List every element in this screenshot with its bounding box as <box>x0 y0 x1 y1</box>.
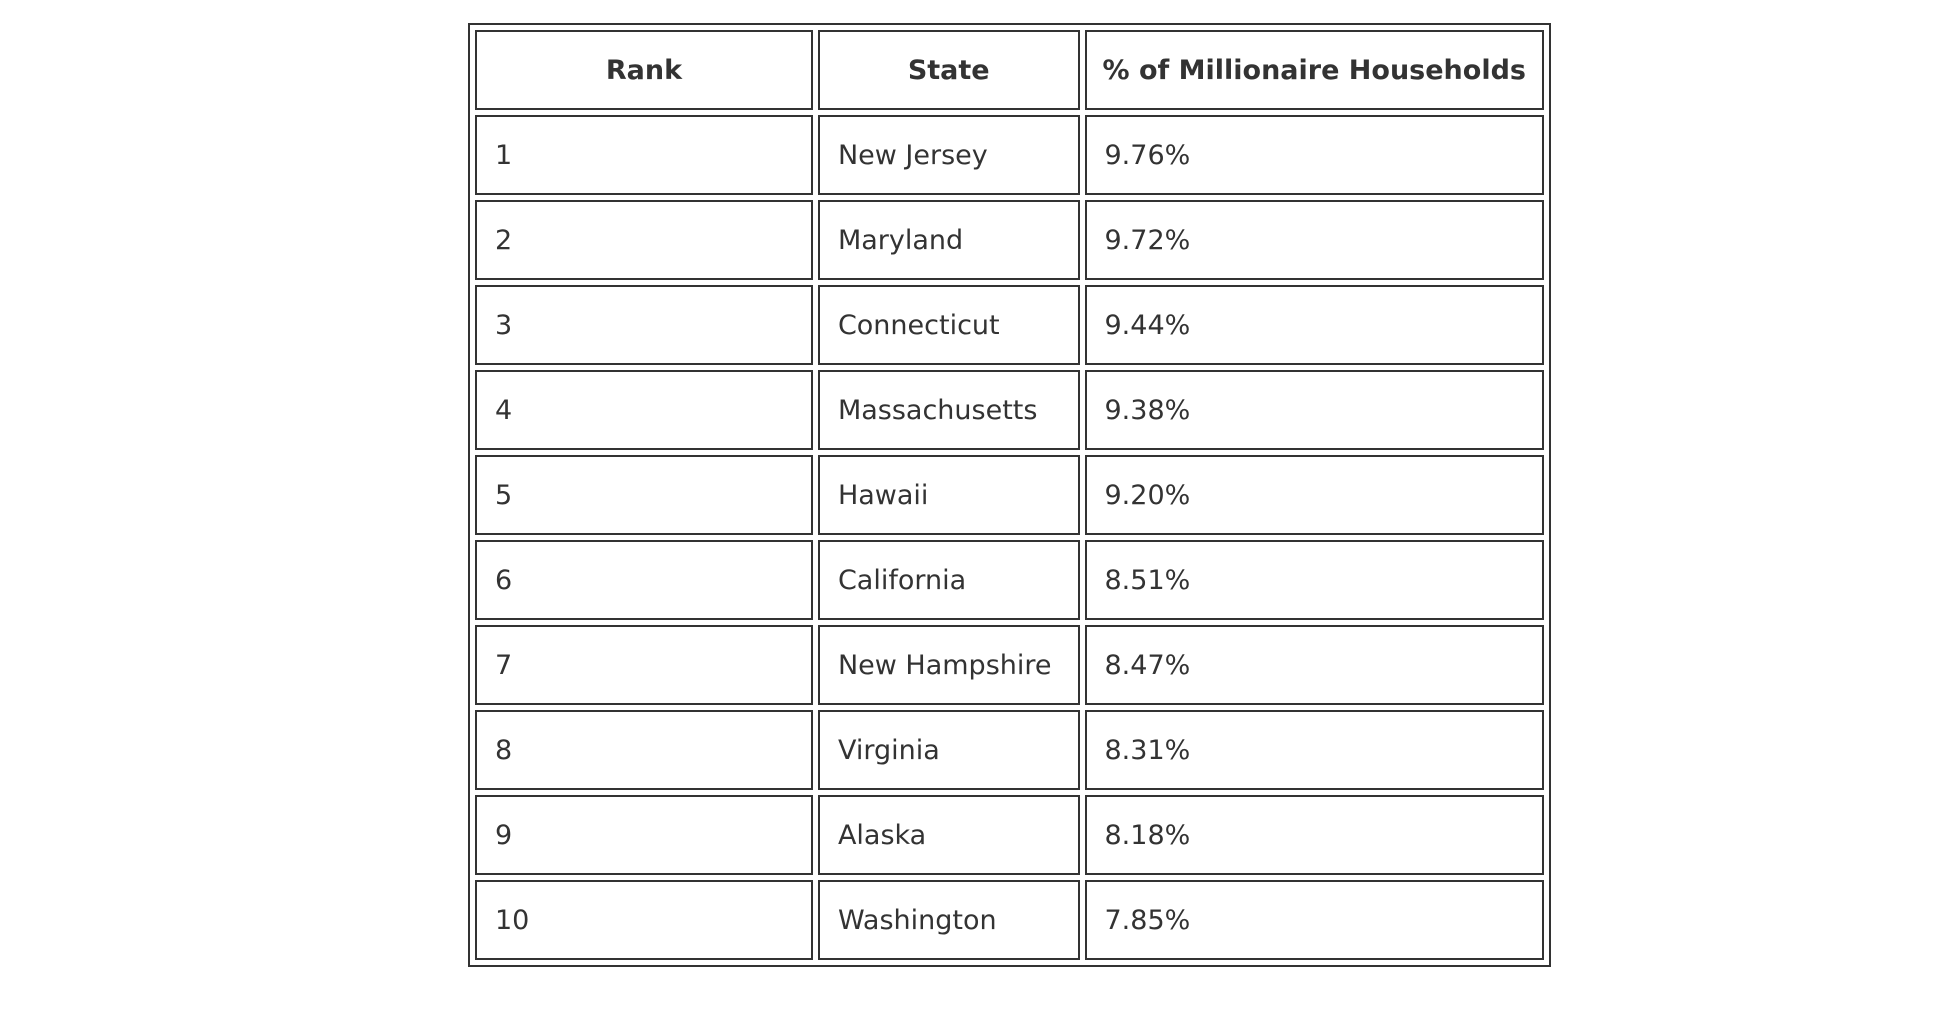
header-row: Rank State% of Millionaire Households <box>475 30 1544 110</box>
table-row: 1 New Jersey 9.76% <box>475 115 1544 195</box>
table-cell: Massachusetts <box>817 370 1080 450</box>
ranking-table: Rank State% of Millionaire Households 1 Ne… <box>468 23 1551 967</box>
table-cell: 5 <box>475 455 813 535</box>
table-cell: New Hampshire <box>817 625 1080 705</box>
table-body: 1 New Jersey 9.76% 2 Maryland 9.72% 3 Connectic… <box>475 115 1544 960</box>
table-cell: 4 <box>475 370 813 450</box>
table-row: 10 Washington 7.85% <box>475 880 1544 960</box>
table-row: 3 Connecticut 9.44% <box>475 285 1544 365</box>
table-row: 4 Massachusetts 9.38% <box>475 370 1544 450</box>
table-cell: 9.72% <box>1084 200 1544 280</box>
table-cell: Washington <box>817 880 1080 960</box>
table-cell: 9 <box>475 795 813 875</box>
header-cell: Rank <box>475 30 813 110</box>
table-cell: 7.85% <box>1084 880 1544 960</box>
table-cell: California <box>817 540 1080 620</box>
table-row: 6 California 8.51% <box>475 540 1544 620</box>
table-row: 5 Hawaii 9.20% <box>475 455 1544 535</box>
table-cell: Alaska <box>817 795 1080 875</box>
table-cell: 8.18% <box>1084 795 1544 875</box>
table-cell: Connecticut <box>817 285 1080 365</box>
table-row: 8 Virginia 8.31% <box>475 710 1544 790</box>
table-cell: 2 <box>475 200 813 280</box>
table-cell: 9.20% <box>1084 455 1544 535</box>
table-cell: New Jersey <box>817 115 1080 195</box>
header-cell: % of Millionaire Households <box>1084 30 1544 110</box>
table-cell: 8.51% <box>1084 540 1544 620</box>
table-cell: 9.38% <box>1084 370 1544 450</box>
header-cell: State <box>817 30 1080 110</box>
table-row: 2 Maryland 9.72% <box>475 200 1544 280</box>
table-cell: 7 <box>475 625 813 705</box>
table-cell: 9.44% <box>1084 285 1544 365</box>
table-cell: 6 <box>475 540 813 620</box>
table-cell: 8.31% <box>1084 710 1544 790</box>
table-row: 9 Alaska 8.18% <box>475 795 1544 875</box>
table-cell: Hawaii <box>817 455 1080 535</box>
table-cell: 8.47% <box>1084 625 1544 705</box>
table-cell: 1 <box>475 115 813 195</box>
table-cell: 3 <box>475 285 813 365</box>
table-cell: 9.76% <box>1084 115 1544 195</box>
table-cell: 10 <box>475 880 813 960</box>
table-cell: 8 <box>475 710 813 790</box>
table-cell: Virginia <box>817 710 1080 790</box>
table-row: 7 New Hampshire 8.47% <box>475 625 1544 705</box>
table-cell: Maryland <box>817 200 1080 280</box>
